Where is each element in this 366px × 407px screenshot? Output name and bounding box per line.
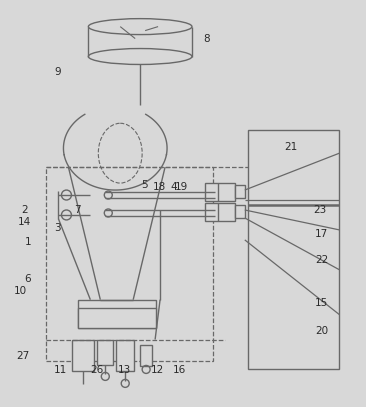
Bar: [78, 308, 156, 328]
Bar: [97, 339, 113, 365]
Ellipse shape: [88, 19, 192, 35]
Text: 16: 16: [173, 365, 186, 375]
Text: 6: 6: [25, 274, 31, 284]
Bar: [235, 185, 245, 198]
Text: 10: 10: [14, 286, 27, 296]
Text: 5: 5: [141, 180, 148, 190]
Bar: [45, 167, 213, 361]
Text: 1: 1: [25, 237, 31, 247]
Text: 4: 4: [171, 182, 177, 192]
Bar: [116, 339, 134, 372]
Bar: [235, 205, 245, 218]
Text: 15: 15: [315, 298, 328, 308]
Text: 22: 22: [315, 255, 328, 265]
Text: 7: 7: [74, 205, 81, 214]
Ellipse shape: [88, 48, 192, 64]
Text: 27: 27: [16, 350, 29, 361]
Text: 19: 19: [175, 182, 188, 192]
Text: 3: 3: [54, 223, 60, 233]
Text: 2: 2: [21, 205, 28, 214]
Bar: [140, 344, 152, 366]
Text: 9: 9: [54, 67, 60, 77]
Bar: [205, 203, 235, 221]
Text: 12: 12: [151, 365, 164, 375]
Bar: [72, 339, 94, 372]
Text: 20: 20: [315, 326, 328, 336]
Bar: [205, 183, 235, 201]
Text: 18: 18: [153, 182, 166, 192]
Text: 11: 11: [54, 365, 67, 375]
Text: 17: 17: [315, 229, 328, 239]
Text: 23: 23: [313, 205, 326, 214]
Text: 13: 13: [118, 365, 131, 375]
Bar: [78, 300, 156, 328]
Text: 14: 14: [18, 217, 31, 227]
Text: 26: 26: [91, 365, 104, 375]
Bar: [248, 130, 339, 370]
Text: 8: 8: [203, 34, 210, 44]
Text: 21: 21: [284, 142, 297, 152]
